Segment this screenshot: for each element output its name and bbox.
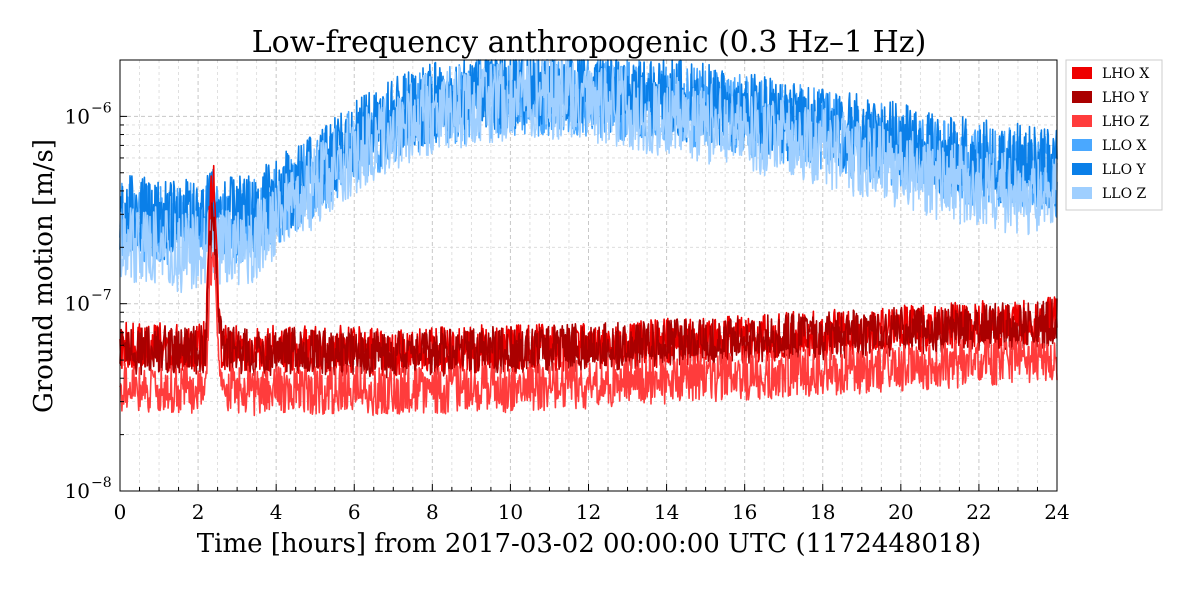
x-tick-label: 10 bbox=[498, 500, 523, 524]
legend-swatch bbox=[1072, 91, 1092, 103]
y-axis-label: Ground motion [m/s] bbox=[29, 139, 59, 413]
x-tick-label: 20 bbox=[888, 500, 913, 524]
y-tick-label: 10 bbox=[65, 104, 90, 128]
chart-title: Low-frequency anthropogenic (0.3 Hz–1 Hz… bbox=[252, 25, 927, 60]
x-tick-label: 6 bbox=[348, 500, 361, 524]
legend-swatch bbox=[1072, 115, 1092, 127]
x-tick-label: 18 bbox=[810, 500, 835, 524]
x-axis: 0 2 4 6 8 10 12 14 16 18 20 22 24 bbox=[114, 484, 1070, 524]
x-tick-label: 4 bbox=[270, 500, 283, 524]
y-tick-label: 10 bbox=[65, 479, 90, 503]
x-tick-label: 0 bbox=[114, 500, 127, 524]
y-tick-exponent: −6 bbox=[91, 100, 112, 116]
x-tick-label: 12 bbox=[576, 500, 601, 524]
legend-label: LLO Y bbox=[1102, 162, 1147, 178]
series-layer bbox=[119, 59, 1058, 417]
x-axis-label: Time [hours] from 2017-03-02 00:00:00 UT… bbox=[197, 529, 981, 559]
x-tick-label: 14 bbox=[654, 500, 679, 524]
series-line-llo-z bbox=[119, 59, 1058, 294]
legend-label: LHO Y bbox=[1102, 90, 1149, 106]
y-tick-label: 10 bbox=[65, 292, 90, 316]
legend-label: LLO Z bbox=[1102, 186, 1147, 202]
legend-swatch bbox=[1072, 67, 1092, 79]
x-tick-label: 2 bbox=[192, 500, 205, 524]
legend-swatch bbox=[1072, 139, 1092, 151]
series-line-lho-z bbox=[119, 245, 1058, 417]
x-tick-label: 22 bbox=[966, 500, 991, 524]
legend-swatch bbox=[1072, 163, 1092, 175]
legend: LHO X LHO Y LHO Z LLO X LLO Y LLO Z bbox=[1065, 59, 1163, 211]
y-tick-exponent: −7 bbox=[91, 288, 112, 304]
x-tick-label: 8 bbox=[426, 500, 439, 524]
legend-label: LLO X bbox=[1102, 138, 1147, 154]
legend-swatch bbox=[1072, 187, 1092, 199]
x-tick-label: 24 bbox=[1044, 500, 1069, 524]
legend-box bbox=[1065, 59, 1163, 211]
legend-label: LHO Z bbox=[1102, 114, 1149, 130]
y-axis: 10−810−710−6 bbox=[65, 59, 127, 503]
x-tick-label: 16 bbox=[732, 500, 757, 524]
y-tick-exponent: −8 bbox=[91, 475, 112, 491]
legend-label: LHO X bbox=[1102, 66, 1149, 82]
